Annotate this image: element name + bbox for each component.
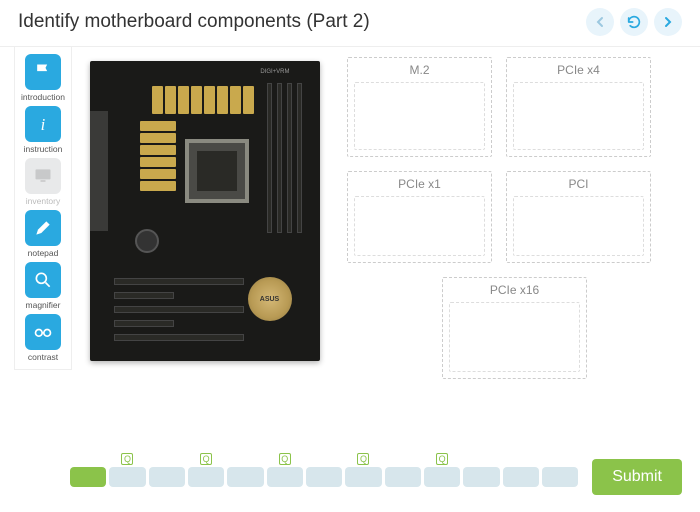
drop-area: M.2 PCIe x4 PCIe x1 PCI PCIe x16	[337, 57, 682, 447]
drop-target-pci[interactable]: PCI	[506, 171, 651, 263]
sidebar-item-label: contrast	[28, 352, 58, 362]
drop-target-pciex16[interactable]: PCIe x16	[442, 277, 587, 379]
sidebar-item-instruction[interactable]: i instruction	[19, 105, 67, 155]
progress-segment[interactable]	[542, 467, 578, 487]
drop-target-m2[interactable]: M.2	[347, 57, 492, 157]
sidebar: introduction i instruction inventory notepad…	[14, 47, 72, 370]
progress-segment[interactable]: Q	[267, 467, 303, 487]
magnifier-icon	[25, 262, 61, 298]
chevron-right-icon	[660, 14, 676, 30]
sidebar-item-label: introduction	[21, 92, 65, 102]
drop-row: PCIe x16	[347, 277, 682, 379]
question-marker-icon: Q	[357, 453, 369, 465]
sidebar-item-label: inventory	[26, 196, 61, 206]
drop-zone[interactable]	[513, 82, 644, 150]
progress-segment[interactable]: Q	[345, 467, 381, 487]
sidebar-item-inventory[interactable]: inventory	[19, 157, 67, 207]
pencil-icon	[25, 210, 61, 246]
drop-zone[interactable]	[354, 82, 485, 150]
reload-button[interactable]	[620, 8, 648, 36]
question-marker-icon: Q	[436, 453, 448, 465]
prev-button[interactable]	[586, 8, 614, 36]
drop-target-label: PCIe x1	[348, 172, 491, 196]
drop-target-label: PCIe x4	[507, 58, 650, 82]
progress-segment[interactable]	[463, 467, 499, 487]
sidebar-item-introduction[interactable]: introduction	[19, 53, 67, 103]
svg-text:i: i	[41, 115, 46, 134]
drop-row: PCIe x1 PCI	[347, 171, 682, 263]
chevron-left-icon	[592, 14, 608, 30]
sidebar-item-magnifier[interactable]: magnifier	[19, 261, 67, 311]
sidebar-item-notepad[interactable]: notepad	[19, 209, 67, 259]
drop-target-label: PCI	[507, 172, 650, 196]
content: DIGI+VRM ASUS M.2PCIe x4PCIe x1PCIPCIe x…	[72, 47, 700, 447]
next-button[interactable]	[654, 8, 682, 36]
progress-segment[interactable]	[385, 467, 421, 487]
progress-segment[interactable]	[70, 467, 106, 487]
progress-segment[interactable]	[503, 467, 539, 487]
page-title: Identify motherboard components (Part 2)	[18, 11, 586, 33]
drop-zone[interactable]	[449, 302, 580, 372]
drop-zone[interactable]	[513, 196, 644, 256]
progress-segment[interactable]: Q	[424, 467, 460, 487]
question-marker-icon: Q	[279, 453, 291, 465]
sidebar-item-label: notepad	[28, 248, 59, 258]
question-marker-icon: Q	[200, 453, 212, 465]
drop-target-label: PCIe x16	[443, 278, 586, 302]
monitor-icon	[25, 158, 61, 194]
mobo-top-label: DIGI+VRM	[260, 69, 289, 75]
progress-segment[interactable]: Q	[188, 467, 224, 487]
chipset-logo: ASUS	[248, 277, 292, 321]
progress-segment[interactable]	[227, 467, 263, 487]
main-area: introduction i instruction inventory notepad…	[0, 47, 700, 447]
footer: QQQQQ Submit	[0, 447, 700, 495]
drop-zone[interactable]	[354, 196, 485, 256]
drop-target-pciex4[interactable]: PCIe x4	[506, 57, 651, 157]
drop-target-pciex1[interactable]: PCIe x1	[347, 171, 492, 263]
sidebar-item-contrast[interactable]: contrast	[19, 313, 67, 363]
progress-bar: QQQQQ	[70, 467, 578, 487]
header: Identify motherboard components (Part 2)	[0, 0, 700, 47]
question-marker-icon: Q	[121, 453, 133, 465]
drop-row: M.2 PCIe x4	[347, 57, 682, 157]
submit-button[interactable]: Submit	[592, 459, 682, 495]
glasses-icon	[25, 314, 61, 350]
motherboard-image[interactable]: DIGI+VRM ASUS	[82, 57, 327, 447]
progress-segment[interactable]	[149, 467, 185, 487]
info-icon: i	[25, 106, 61, 142]
progress-segment[interactable]: Q	[109, 467, 145, 487]
sidebar-item-label: instruction	[24, 144, 63, 154]
flag-icon	[25, 54, 61, 90]
reload-icon	[626, 14, 642, 30]
header-nav	[586, 8, 682, 36]
sidebar-item-label: magnifier	[26, 300, 61, 310]
drop-target-label: M.2	[348, 58, 491, 82]
progress-segment[interactable]	[306, 467, 342, 487]
